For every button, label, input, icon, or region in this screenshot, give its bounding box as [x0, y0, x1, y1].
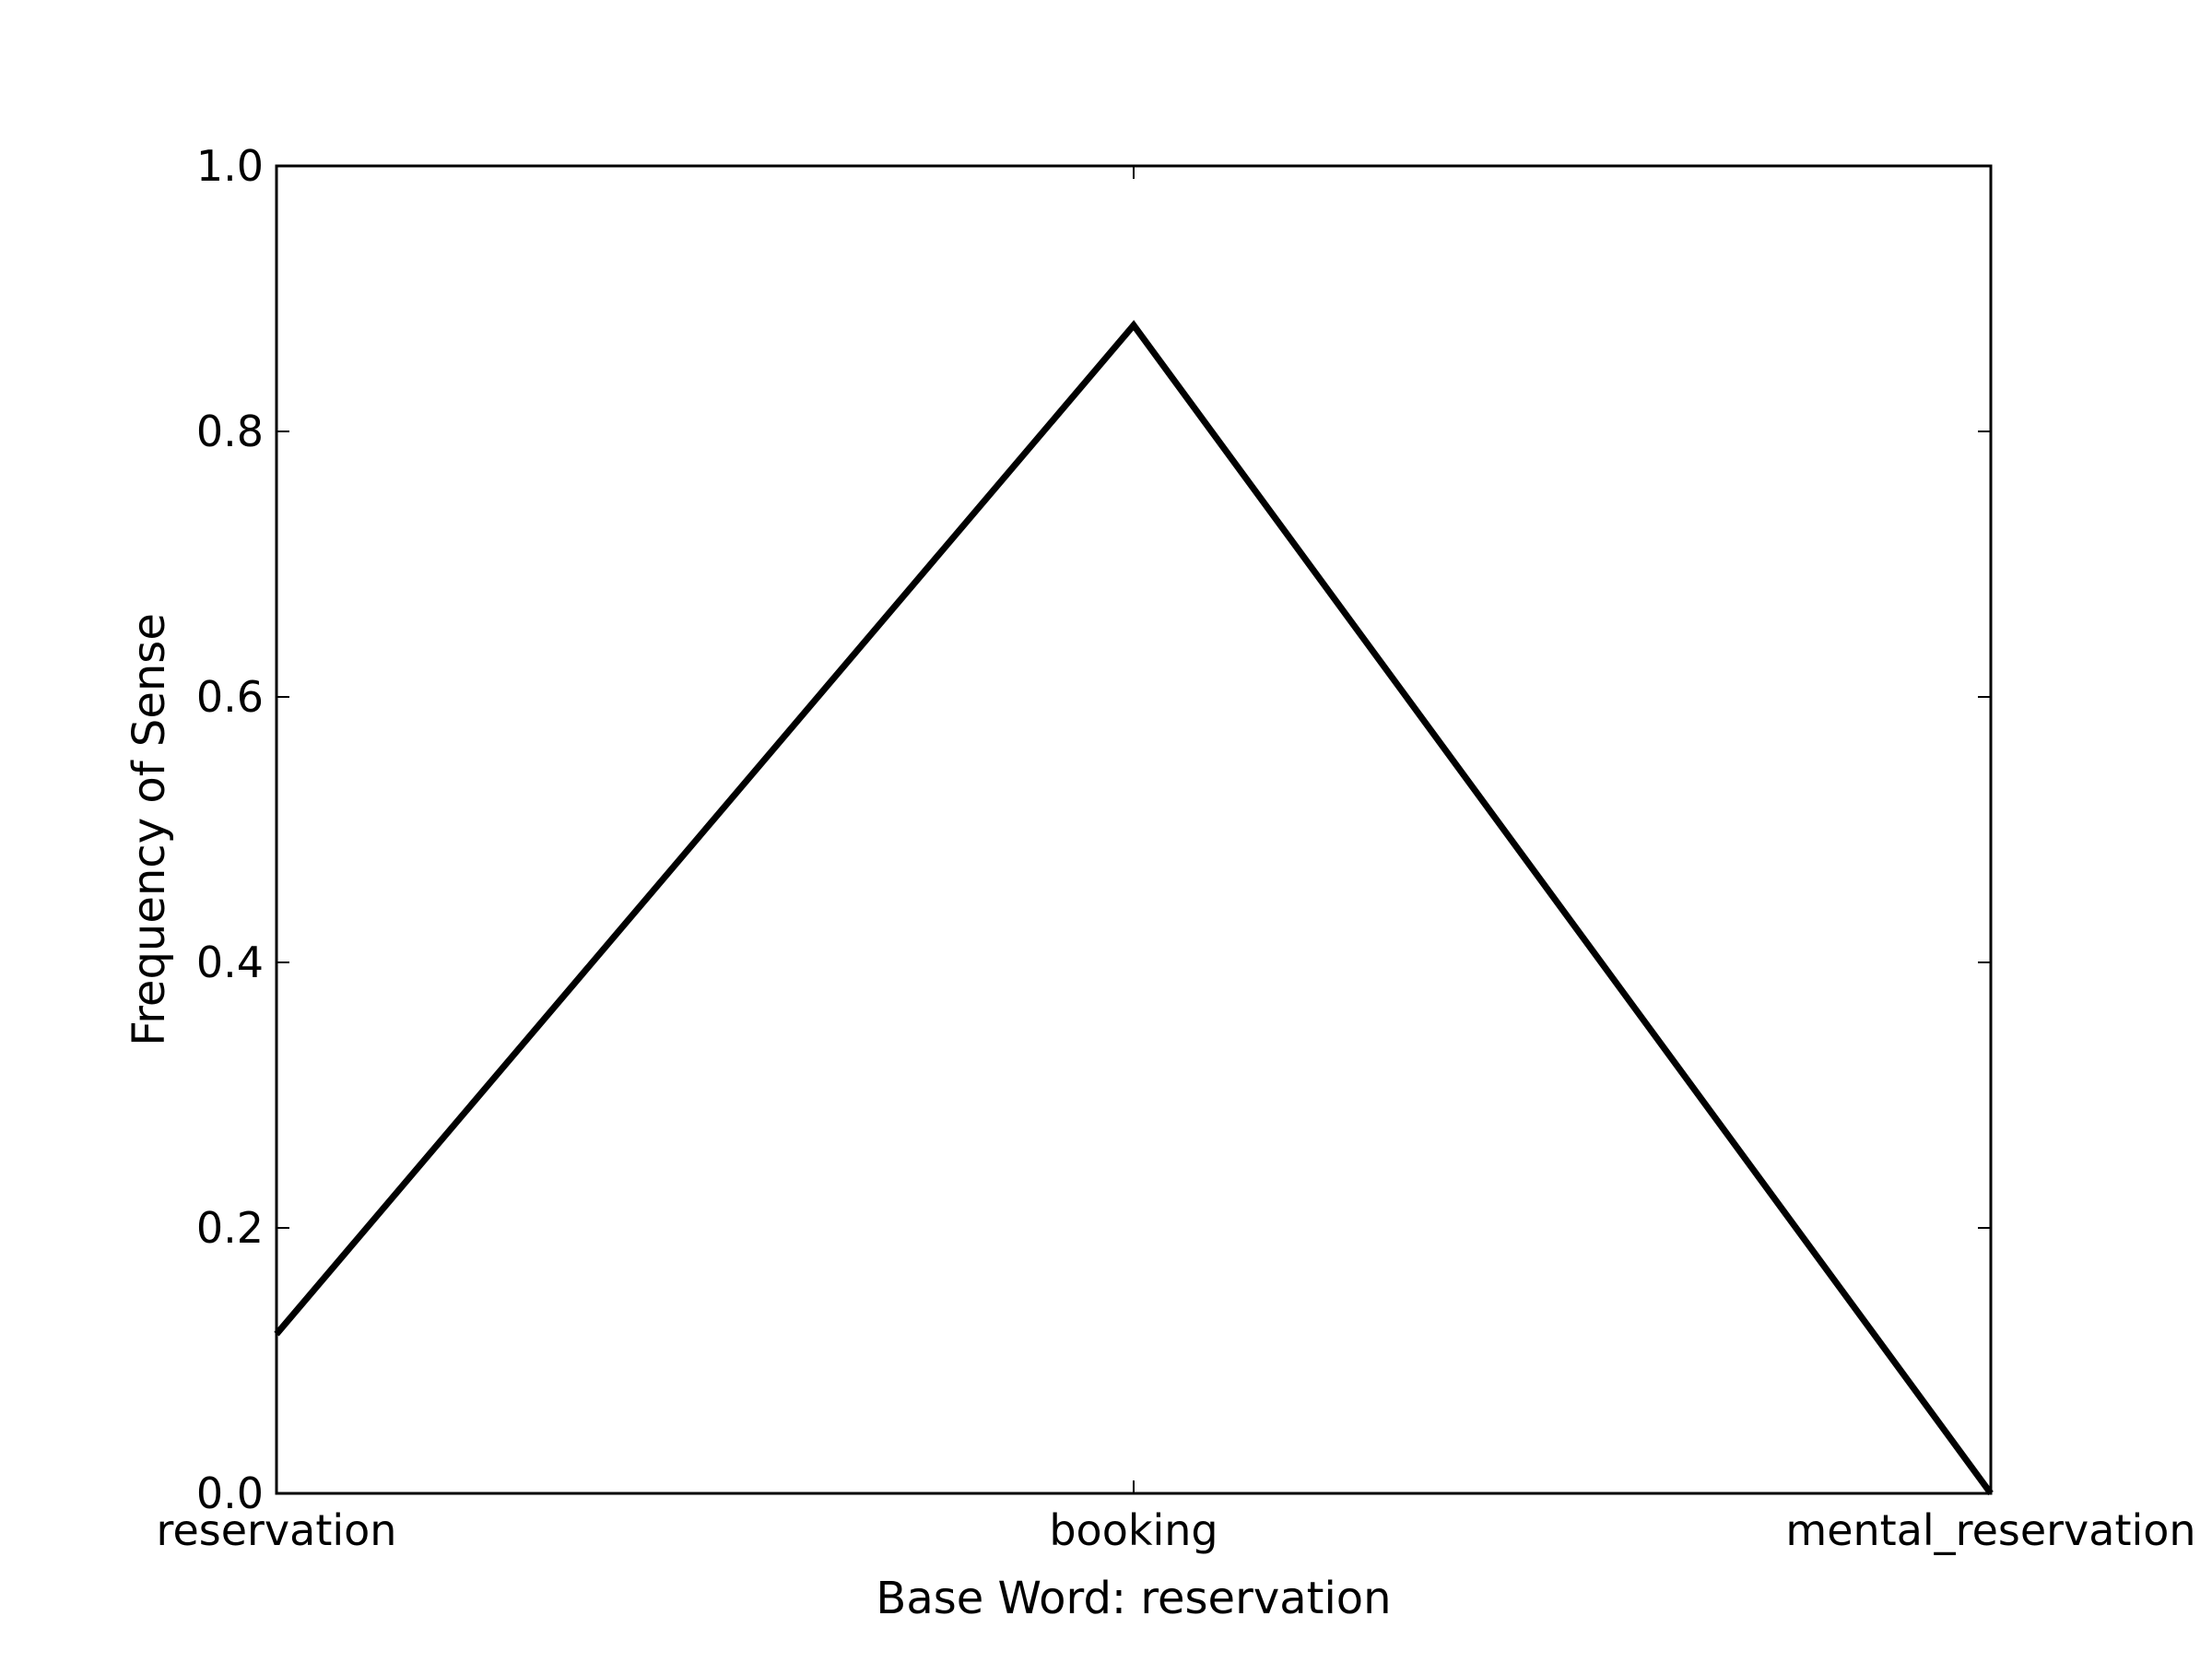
x-tick-label: mental_reservation: [1785, 1505, 2195, 1555]
x-tick-label: booking: [1049, 1505, 1218, 1555]
x-axis-label: Base Word: reservation: [876, 1573, 1391, 1624]
y-tick-label: 0.6: [196, 672, 264, 722]
y-tick-label: 0.4: [196, 938, 264, 987]
x-tick-label: reservation: [157, 1505, 397, 1555]
y-tick-label: 1.0: [196, 141, 264, 191]
y-tick-label: 0.8: [196, 407, 264, 456]
y-tick-label: 0.2: [196, 1203, 264, 1253]
y-axis-label: Frequency of Sense: [124, 613, 175, 1046]
